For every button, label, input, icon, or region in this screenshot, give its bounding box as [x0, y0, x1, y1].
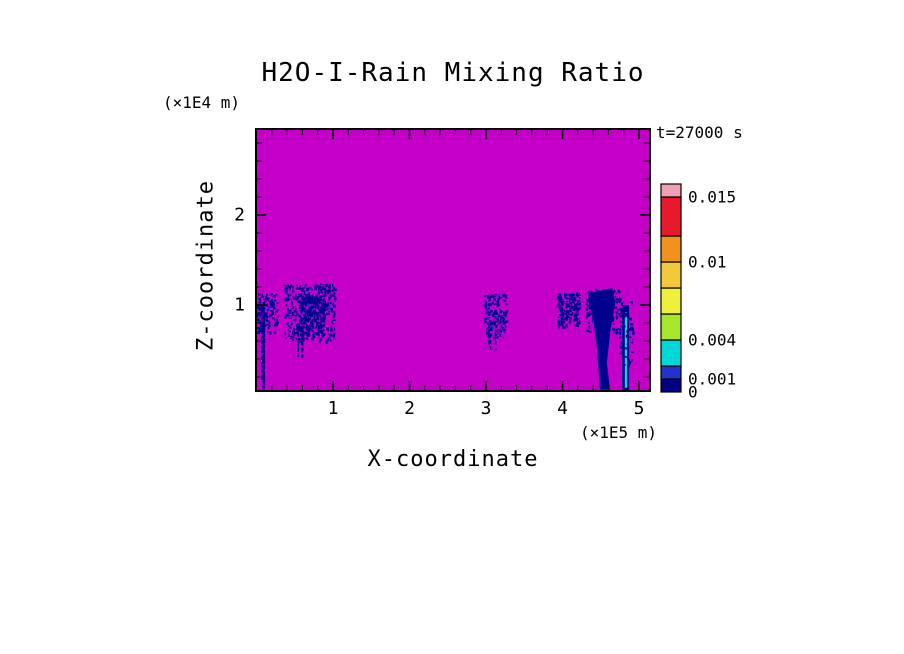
rain-features-layer: [256, 283, 635, 392]
z-axis-label: Z-coordinate: [193, 180, 219, 351]
colorbar-segment: [660, 365, 682, 380]
colorbar-segment: [660, 313, 682, 341]
colorbar-segment: [660, 196, 682, 237]
axis-ticks: [257, 130, 649, 390]
plot-title: H2O-I-Rain Mixing Ratio: [261, 58, 645, 88]
x-axis-units-label: (×1E5 m): [579, 423, 657, 442]
colorbar-level-label: 0: [688, 382, 698, 402]
x-tick-label: 4: [557, 398, 568, 419]
x-axis-label: X-coordinate: [367, 447, 539, 472]
colorbar-segment: [660, 287, 682, 315]
z-tick-label: 1: [234, 294, 245, 316]
x-tick-label: 3: [480, 398, 492, 419]
time-annotation: t=27000 s: [656, 123, 743, 142]
field-background: [255, 128, 651, 392]
colorbar-level-label: 0.001: [688, 369, 737, 389]
colorbar-segment: [660, 261, 682, 289]
colorbar-level-label: 0.015: [688, 187, 737, 207]
x-tick-label: 1: [327, 398, 339, 419]
colorbar-segment: [660, 183, 682, 198]
colorbar-segment: [660, 339, 682, 367]
z-tick-label: 2: [234, 204, 245, 226]
heatmap-plot-area: [255, 128, 651, 392]
z-axis-units-label: (×1E4 m): [163, 93, 241, 112]
colorbar-segment: [660, 235, 682, 263]
colorbar-level-label: 0.004: [688, 330, 737, 350]
colorbar-level-label: 0.01: [688, 252, 727, 272]
colorbar: [660, 183, 682, 393]
x-tick-label: 5: [633, 398, 645, 419]
x-tick-label: 2: [404, 398, 415, 419]
colorbar-segment: [660, 378, 682, 393]
